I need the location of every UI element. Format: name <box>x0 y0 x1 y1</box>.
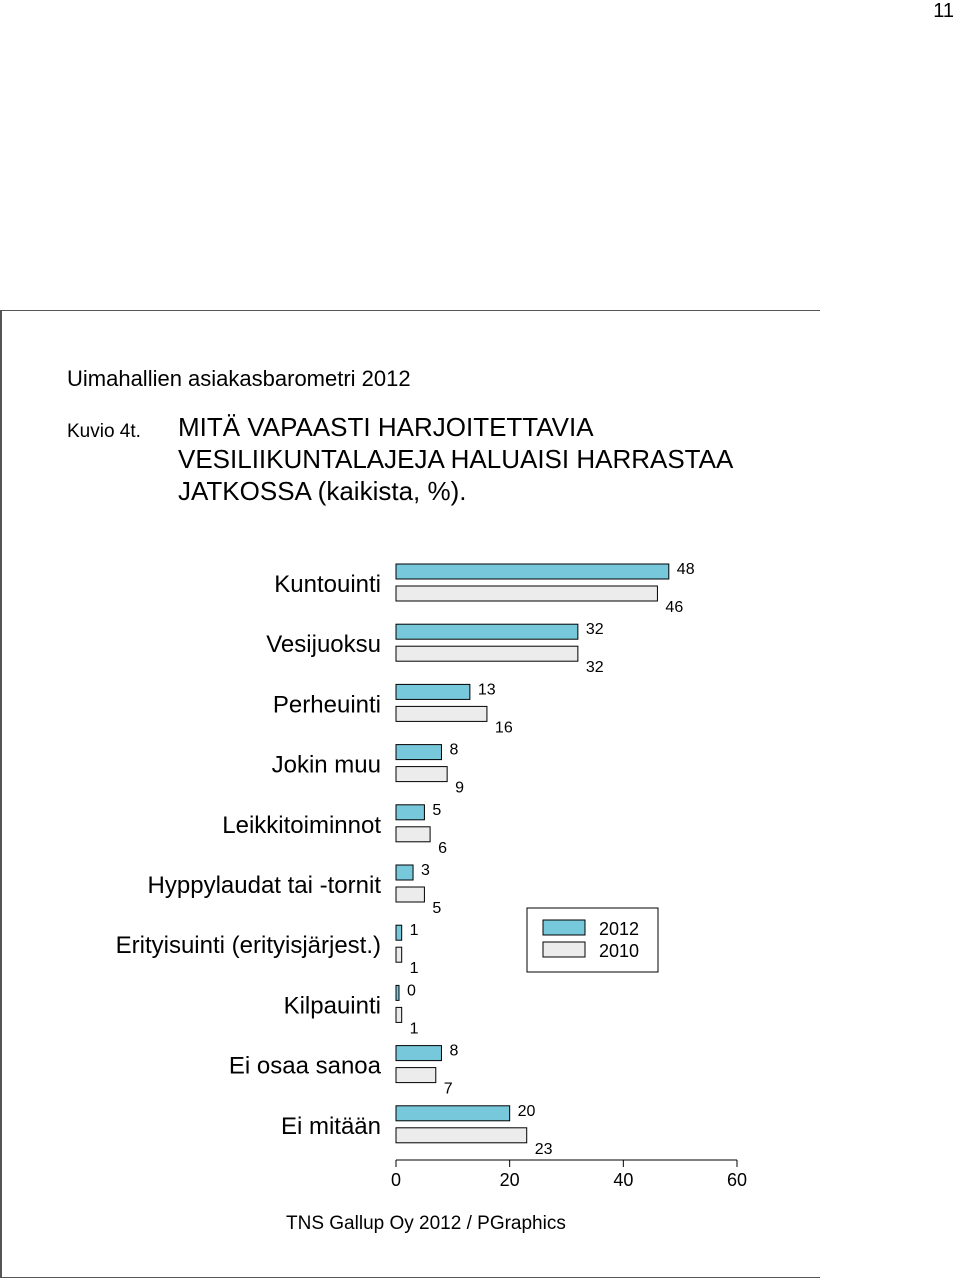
category-label: Ei mitään <box>281 1113 381 1140</box>
value-label: 0 <box>407 982 416 999</box>
value-label: 13 <box>478 681 496 698</box>
value-label: 1 <box>410 922 419 939</box>
bar-2012 <box>395 864 414 881</box>
legend-swatch-2010 <box>542 941 586 958</box>
category-label: Kilpauinti <box>284 992 381 1019</box>
bar-2012 <box>395 1045 442 1062</box>
bar-2012 <box>395 563 670 580</box>
bar-2010 <box>395 886 425 903</box>
figure-title: MITÄ VAPAASTI HARJOITETTAVIA VESILIIKUNT… <box>178 412 732 506</box>
x-tick-label: 40 <box>613 1170 633 1190</box>
figure-label: Kuvio 4t. <box>67 421 141 442</box>
report-title: Uimahallien asiakasbarometri 2012 <box>67 366 411 391</box>
category-label: Erityisuinti (erityisjärjest.) <box>116 932 381 959</box>
bar-2010 <box>395 585 658 602</box>
source-credit: TNS Gallup Oy 2012 / PGraphics <box>286 1213 566 1234</box>
value-label: 9 <box>455 780 464 797</box>
category-label: Hyppylaudat tai -tornit <box>148 872 382 899</box>
bar-2012 <box>395 924 403 941</box>
value-label: 20 <box>518 1103 536 1120</box>
legend-label: 2010 <box>599 941 639 961</box>
category-label: Leikkitoiminnot <box>222 812 381 839</box>
value-label: 32 <box>586 659 604 676</box>
value-label: 8 <box>449 1043 458 1060</box>
bar-2010 <box>395 645 579 662</box>
category-label: Perheuinti <box>273 691 381 718</box>
x-tick-label: 60 <box>727 1170 747 1190</box>
bar-2010 <box>395 766 448 783</box>
figure-frame <box>0 310 820 1278</box>
value-label: 6 <box>438 840 447 857</box>
value-label: 1 <box>410 960 419 977</box>
page-number: 11 <box>933 0 954 22</box>
value-label: 7 <box>444 1081 453 1098</box>
bar-2010 <box>395 1006 403 1023</box>
bar-2010 <box>395 1127 528 1144</box>
value-label: 8 <box>449 742 458 759</box>
bar-2012 <box>395 1105 511 1122</box>
value-label: 48 <box>677 561 695 578</box>
legend-swatch-2012 <box>542 919 586 936</box>
x-tick-label: 20 <box>500 1170 520 1190</box>
value-label: 23 <box>535 1141 553 1158</box>
value-label: 1 <box>410 1020 419 1037</box>
bar-2012 <box>395 804 425 821</box>
value-label: 5 <box>432 900 441 917</box>
value-label: 32 <box>586 621 604 638</box>
x-tick-label: 0 <box>391 1170 401 1190</box>
bar-2012 <box>395 984 400 1001</box>
bar-2010 <box>395 946 403 963</box>
bar-2012 <box>395 683 471 700</box>
value-label: 16 <box>495 719 513 736</box>
bar-2012 <box>395 744 442 761</box>
category-label: Ei osaa sanoa <box>229 1053 382 1080</box>
category-label: Jokin muu <box>272 752 381 779</box>
bar-2010 <box>395 826 431 843</box>
legend-label: 2012 <box>599 919 639 939</box>
value-label: 46 <box>665 599 683 616</box>
value-label: 5 <box>432 802 441 819</box>
legend-box <box>526 907 659 973</box>
bar-2010 <box>395 1067 437 1084</box>
value-label: 3 <box>421 862 430 879</box>
bar-2012 <box>395 623 579 640</box>
category-label: Vesijuoksu <box>266 631 381 658</box>
category-label: Kuntouinti <box>274 571 381 598</box>
bar-2010 <box>395 705 488 722</box>
